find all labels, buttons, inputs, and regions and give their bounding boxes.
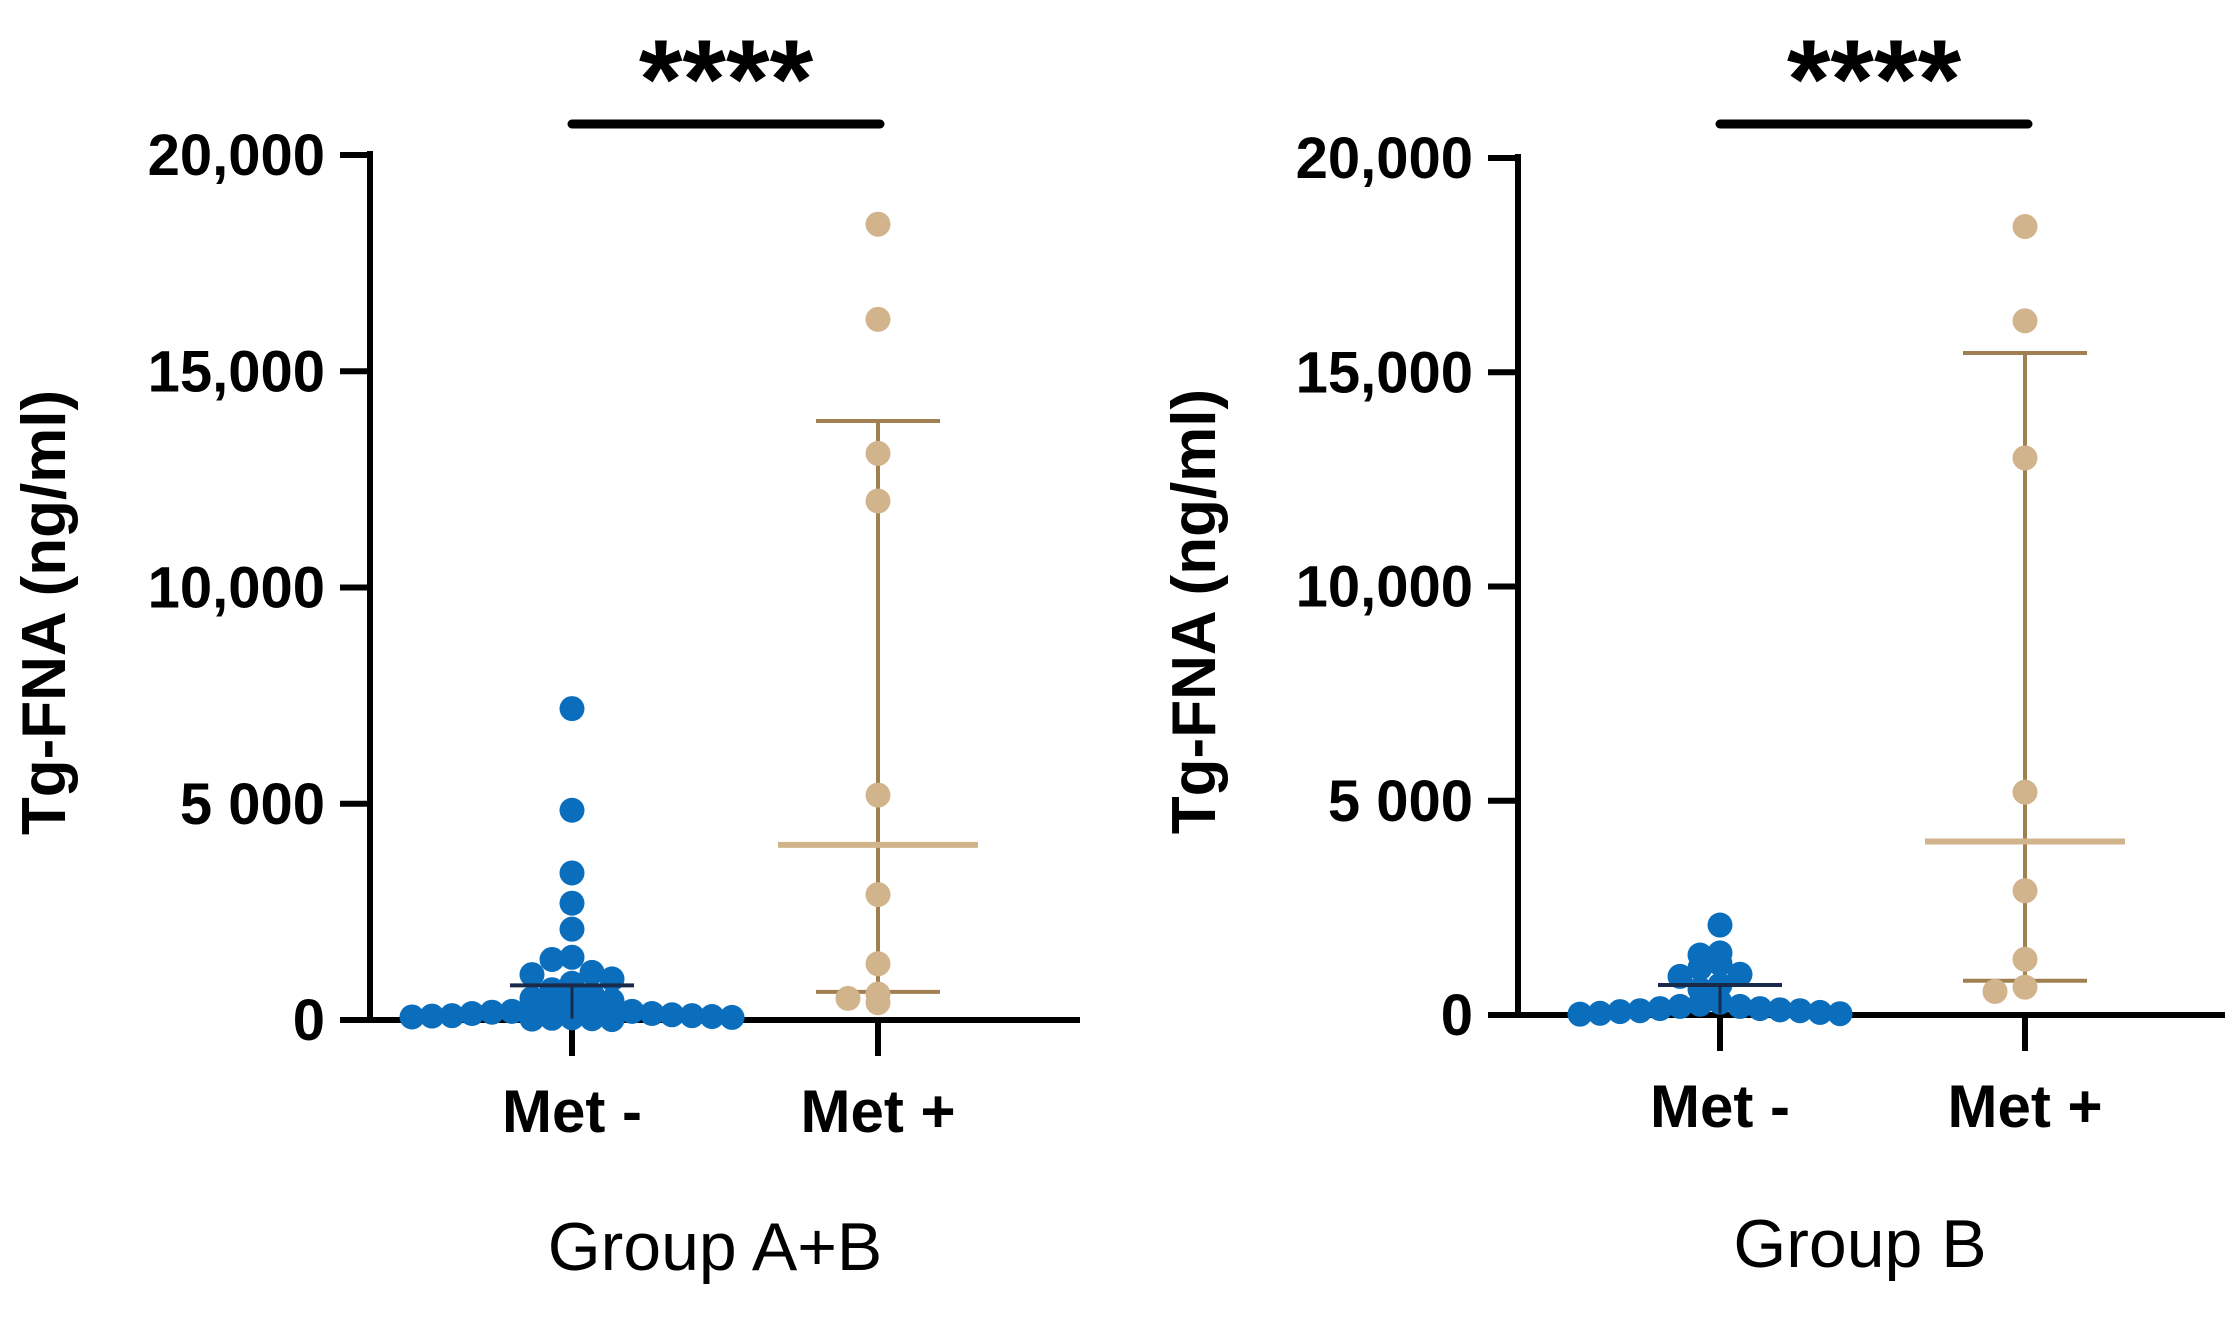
data-point — [1747, 996, 1773, 1022]
data-point — [679, 1003, 705, 1029]
data-point — [865, 882, 891, 908]
data-point — [835, 985, 861, 1011]
data-point — [2012, 878, 2038, 904]
data-point — [499, 998, 525, 1024]
significance-label: **** — [639, 17, 814, 142]
data-point — [559, 944, 585, 970]
data-point — [659, 1002, 685, 1028]
data-point — [539, 946, 565, 972]
x-tick-label: Met - — [1650, 1073, 1790, 1140]
data-point — [459, 1001, 485, 1027]
data-point — [865, 211, 891, 237]
data-point — [699, 1004, 725, 1030]
data-point — [2012, 445, 2038, 471]
data-point — [2012, 308, 2038, 334]
y-tick-label: 10,000 — [148, 556, 325, 621]
data-point — [419, 1003, 445, 1029]
data-point — [2012, 946, 2038, 972]
data-point — [619, 998, 645, 1024]
x-tick-label: Met + — [800, 1078, 955, 1145]
y-tick-label: 20,000 — [1296, 126, 1473, 191]
y-axis-title: Tg-FNA (ng/ml) — [10, 390, 79, 835]
data-point — [1667, 963, 1693, 989]
data-point — [599, 1007, 625, 1033]
data-point — [2012, 214, 2038, 240]
data-point — [519, 1006, 545, 1032]
y-tick-label: 15,000 — [148, 339, 325, 404]
data-point — [579, 959, 605, 985]
data-point — [639, 1001, 665, 1027]
data-point — [865, 990, 891, 1016]
data-point — [719, 1004, 745, 1030]
data-point — [1687, 991, 1713, 1017]
data-point — [559, 860, 585, 886]
panel-group-b: 0 5 000 10,000 15,000 20,000 Tg-FNA (ng/ml) Me… — [1160, 17, 2225, 1282]
data-point — [399, 1004, 425, 1030]
data-point — [1982, 978, 2008, 1004]
data-point — [1567, 1001, 1593, 1027]
data-point — [865, 488, 891, 514]
data-point — [1607, 999, 1633, 1025]
data-point — [865, 782, 891, 808]
data-point — [1707, 912, 1733, 938]
data-point — [1667, 993, 1693, 1019]
data-point — [559, 916, 585, 942]
significance-label: **** — [1787, 17, 1962, 142]
data-point — [1687, 955, 1713, 981]
y-tick-label: 10,000 — [1296, 555, 1473, 620]
data-point — [1807, 999, 1833, 1025]
group-title: Group B — [1733, 1206, 1986, 1282]
data-point — [1587, 1000, 1613, 1026]
data-point — [1627, 998, 1653, 1024]
data-point — [1767, 997, 1793, 1023]
data-point — [439, 1003, 465, 1029]
data-point — [1707, 951, 1733, 977]
data-point — [1787, 998, 1813, 1024]
y-tick-label: 15,000 — [1296, 340, 1473, 405]
data-point — [559, 797, 585, 823]
y-axis-title: Tg-FNA (ng/ml) — [1160, 389, 1229, 834]
data-point — [1827, 1001, 1853, 1027]
x-tick-label: Met + — [1947, 1073, 2102, 1140]
data-point — [865, 951, 891, 977]
data-point — [1727, 993, 1753, 1019]
data-point — [519, 962, 545, 988]
data-point — [1727, 961, 1753, 987]
data-point — [479, 999, 505, 1025]
data-point — [539, 1005, 565, 1031]
y-tick-label: 5 000 — [1328, 769, 1473, 834]
x-tick-label: Met - — [502, 1078, 642, 1145]
data-point — [2012, 779, 2038, 805]
y-tick-label: 20,000 — [148, 123, 325, 188]
group-title: Group A+B — [548, 1209, 883, 1285]
data-point — [865, 306, 891, 332]
data-point — [1647, 996, 1673, 1022]
data-point — [559, 696, 585, 722]
y-tick-label: 0 — [293, 988, 325, 1053]
y-tick-label: 0 — [1441, 983, 1473, 1048]
data-point — [599, 966, 625, 992]
data-point — [865, 440, 891, 466]
data-point — [2012, 974, 2038, 1000]
panel-group-a-b: 0 5 000 10,000 15,000 20,000 Tg-FNA (ng/ml) Me… — [10, 17, 1080, 1285]
data-point — [579, 1006, 605, 1032]
data-point — [559, 970, 585, 996]
y-tick-label: 5 000 — [180, 772, 325, 837]
data-point — [559, 890, 585, 916]
